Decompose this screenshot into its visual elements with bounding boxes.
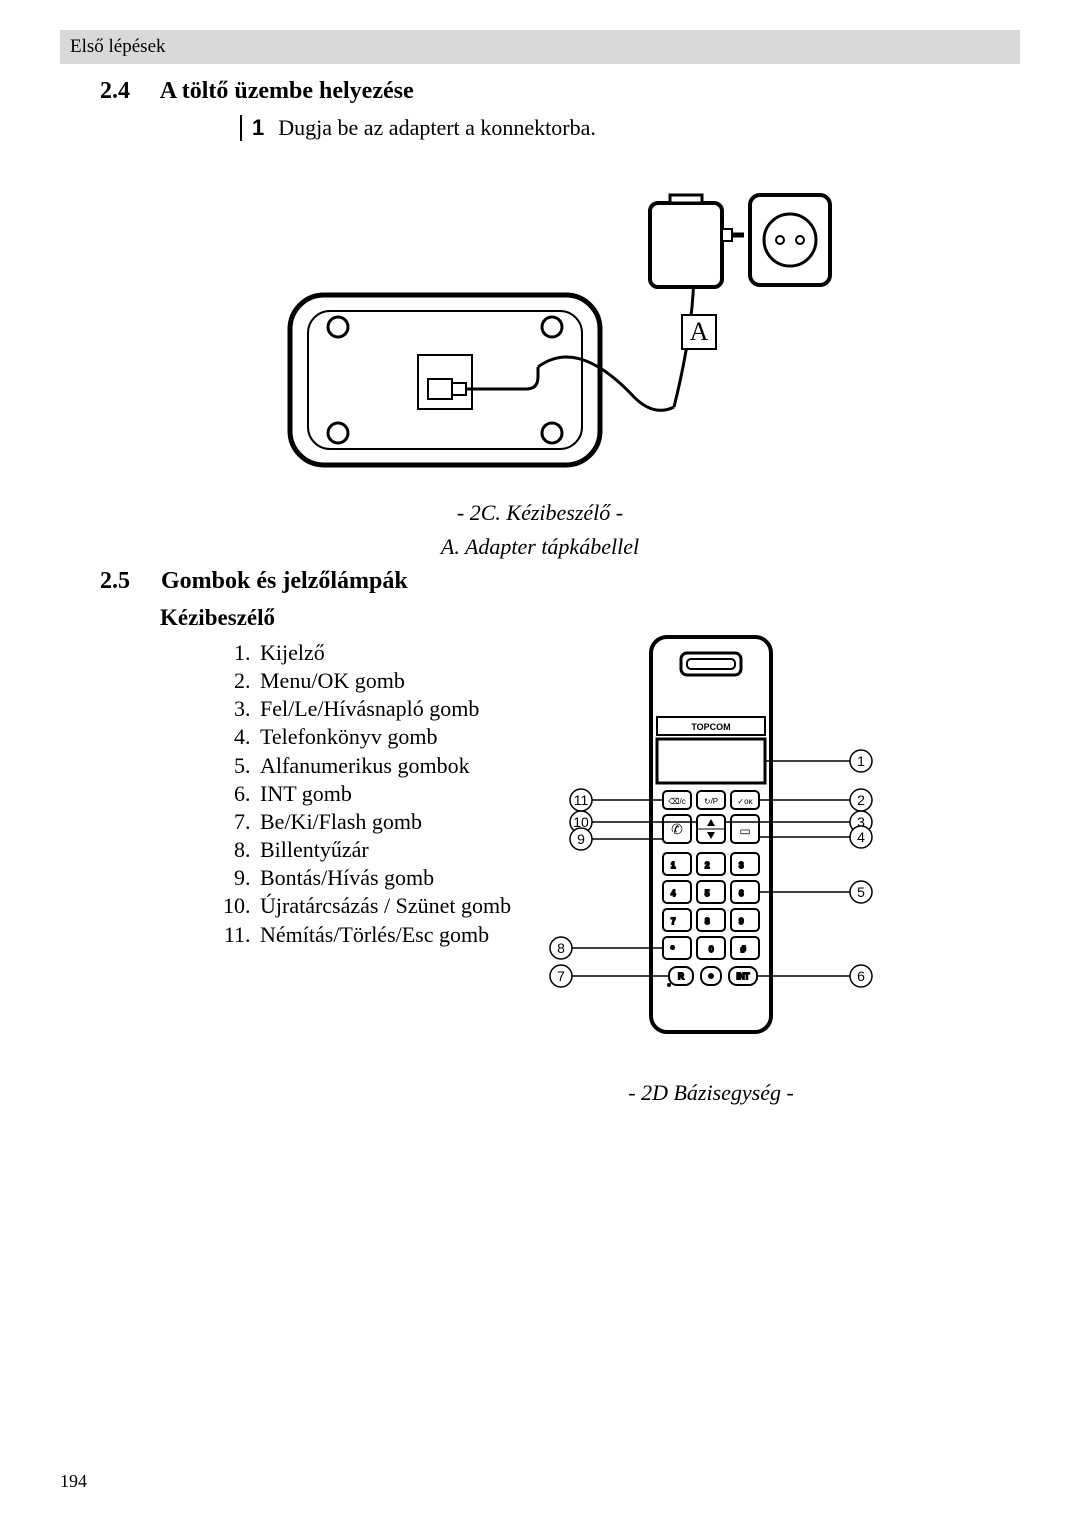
svg-text:1: 1 <box>671 861 676 870</box>
step-text: Dugja be az adaptert a konnektorba. <box>278 115 596 141</box>
svg-text:2: 2 <box>857 792 865 808</box>
list-item: Fel/Le/Hívásnapló gomb <box>256 695 511 723</box>
section-2-5-heading: 2.5 Gombok és jelzőlámpák <box>100 568 1020 595</box>
handset-diagram: TOPCOM ⌫/c ↻/P ✓oκ ✆ <box>531 627 891 1057</box>
svg-text:R: R <box>678 972 684 981</box>
section-number: 2.5 <box>100 568 155 595</box>
svg-text:5: 5 <box>857 884 865 900</box>
figure-2d-caption: - 2D Bázisegység - <box>531 1080 891 1106</box>
svg-text:6: 6 <box>857 968 865 984</box>
list-item: Kijelző <box>256 639 511 667</box>
figure-2d: TOPCOM ⌫/c ↻/P ✓oκ ✆ <box>531 627 891 1108</box>
feature-list: Kijelző Menu/OK gomb Fel/Le/Hívásnapló g… <box>220 639 511 949</box>
svg-text:2: 2 <box>705 861 710 870</box>
svg-text:#: # <box>741 945 746 954</box>
step-number: 1 <box>252 115 264 141</box>
step-1: 1 Dugja be az adaptert a konnektorba. <box>240 115 1020 141</box>
section-number: 2.4 <box>100 78 155 105</box>
svg-text:5: 5 <box>705 889 710 898</box>
svg-text:4: 4 <box>857 829 865 845</box>
svg-text:7: 7 <box>671 917 676 926</box>
svg-text:6: 6 <box>739 889 744 898</box>
section-title: A töltő üzembe helyezése <box>160 78 414 104</box>
svg-text:3: 3 <box>739 861 744 870</box>
section-title: Gombok és jelzőlámpák <box>161 568 408 594</box>
list-item: INT gomb <box>256 780 511 808</box>
svg-text:⌫/c: ⌫/c <box>668 797 686 806</box>
figure-2c: A <box>60 165 1020 490</box>
list-item: Menu/OK gomb <box>256 667 511 695</box>
charger-diagram: A <box>230 165 850 485</box>
svg-text:11: 11 <box>574 792 589 808</box>
svg-text:8: 8 <box>705 917 710 926</box>
figure-2c-caption-1: - 2C. Kézibeszélő - <box>60 500 1020 526</box>
page-header: Első lépések <box>60 30 1020 64</box>
svg-text:0: 0 <box>709 945 714 954</box>
svg-text:1: 1 <box>857 753 865 769</box>
svg-text:7: 7 <box>557 968 565 984</box>
svg-text:*: * <box>671 945 674 954</box>
svg-text:↻/P: ↻/P <box>704 797 718 806</box>
page-number: 194 <box>60 1471 87 1492</box>
svg-text:INT: INT <box>737 972 750 981</box>
list-item: Billentyűzár <box>256 836 511 864</box>
list-item: Némítás/Törlés/Esc gomb <box>256 921 511 949</box>
list-item: Be/Ki/Flash gomb <box>256 808 511 836</box>
section-2-4-heading: 2.4 A töltő üzembe helyezése <box>100 78 1020 105</box>
figure-2c-caption-2: A. Adapter tápkábellel <box>60 534 1020 560</box>
list-item: Újratárcsázás / Szünet gomb <box>256 892 511 920</box>
list-item: Bontás/Hívás gomb <box>256 864 511 892</box>
svg-text:✆: ✆ <box>671 821 683 837</box>
svg-text:✓oκ: ✓oκ <box>738 797 754 806</box>
label-a: A <box>690 317 709 346</box>
list-item: Alfanumerikus gombok <box>256 752 511 780</box>
svg-text:9: 9 <box>739 917 744 926</box>
brand-label: TOPCOM <box>691 722 730 732</box>
header-text: Első lépések <box>70 36 166 57</box>
svg-text:9: 9 <box>577 831 585 847</box>
svg-text:8: 8 <box>557 940 565 956</box>
svg-text:▭: ▭ <box>739 824 750 838</box>
list-item: Telefonkönyv gomb <box>256 723 511 751</box>
svg-text:4: 4 <box>671 889 676 898</box>
